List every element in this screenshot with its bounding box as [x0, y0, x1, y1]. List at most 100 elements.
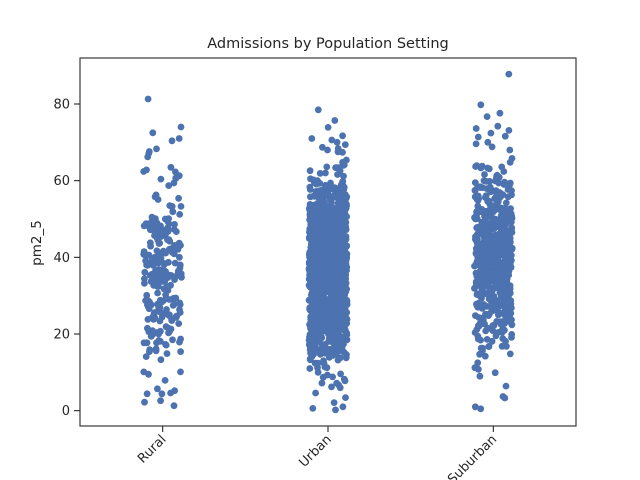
data-point — [165, 296, 173, 303]
data-point — [327, 183, 335, 191]
data-point — [170, 300, 178, 308]
data-point — [507, 218, 515, 226]
data-point — [337, 299, 345, 307]
data-point — [332, 233, 340, 241]
data-point — [174, 267, 182, 275]
data-point — [484, 198, 492, 205]
data-point — [325, 228, 332, 236]
data-point — [473, 257, 481, 265]
data-point — [155, 227, 163, 234]
data-point — [501, 132, 509, 140]
data-point — [307, 193, 314, 201]
data-point — [312, 206, 320, 214]
data-point — [316, 268, 324, 275]
data-point — [324, 371, 331, 379]
data-point — [144, 324, 151, 332]
data-point — [322, 283, 330, 290]
data-point — [167, 163, 175, 171]
data-point — [307, 247, 314, 255]
data-point — [142, 353, 150, 360]
data-point — [306, 167, 314, 175]
data-point — [149, 327, 156, 334]
data-point — [317, 192, 325, 200]
data-point — [332, 406, 339, 414]
data-point — [306, 212, 314, 220]
data-point — [161, 215, 169, 223]
data-point — [164, 274, 172, 281]
data-point — [506, 350, 514, 358]
data-point — [177, 123, 185, 131]
data-point — [177, 203, 185, 210]
data-point — [487, 129, 495, 137]
data-point — [168, 245, 176, 252]
data-point — [333, 379, 341, 387]
data-point — [479, 314, 487, 322]
data-point — [483, 185, 491, 193]
data-point — [475, 271, 482, 278]
data-point — [316, 170, 324, 177]
data-point — [169, 336, 176, 344]
data-point — [151, 232, 158, 239]
data-point — [498, 251, 506, 259]
data-point — [313, 359, 321, 367]
data-point — [476, 320, 484, 327]
data-point — [472, 250, 480, 258]
data-point — [487, 203, 495, 210]
data-point — [330, 399, 338, 406]
data-point — [143, 339, 151, 347]
y-tick-label: 40 — [53, 251, 70, 266]
data-point — [338, 248, 346, 256]
data-point — [340, 304, 348, 312]
data-point — [505, 257, 513, 265]
data-point — [318, 317, 325, 325]
data-point — [336, 384, 344, 392]
data-point — [508, 316, 515, 324]
data-point — [507, 205, 514, 213]
data-point — [157, 356, 165, 364]
data-point — [332, 246, 340, 254]
data-point — [477, 405, 485, 413]
data-point — [168, 203, 176, 210]
data-point — [472, 312, 479, 319]
data-point — [329, 373, 336, 381]
data-point — [337, 205, 345, 213]
data-point — [318, 228, 326, 236]
data-point — [154, 289, 162, 297]
data-point — [334, 171, 341, 178]
data-point — [321, 199, 328, 207]
data-point — [499, 191, 507, 199]
data-point — [474, 290, 481, 298]
data-point — [141, 268, 149, 276]
data-point — [471, 285, 478, 292]
data-point — [500, 168, 508, 175]
x-tick-label: Rural — [135, 432, 169, 466]
data-point — [339, 132, 346, 140]
data-point — [337, 370, 344, 378]
data-point — [143, 390, 151, 398]
data-point — [337, 340, 345, 348]
data-point — [149, 262, 157, 269]
data-point — [473, 301, 481, 309]
data-point — [306, 365, 314, 372]
data-point — [158, 390, 166, 398]
data-point — [330, 210, 338, 218]
data-point — [314, 106, 322, 114]
data-point — [142, 257, 150, 265]
data-point — [496, 109, 504, 117]
data-point — [145, 370, 152, 378]
data-point — [316, 180, 324, 187]
data-point — [474, 235, 481, 243]
data-point — [171, 221, 178, 228]
data-point — [324, 146, 331, 154]
data-point — [340, 183, 348, 191]
data-point — [163, 350, 171, 357]
data-point — [325, 337, 333, 345]
data-point — [172, 228, 180, 236]
data-point — [477, 224, 485, 231]
y-axis-label: pm2_5 — [29, 220, 45, 266]
data-point — [339, 148, 346, 156]
data-point — [476, 350, 483, 358]
data-point — [484, 164, 491, 172]
data-point — [306, 186, 314, 193]
data-point — [495, 241, 502, 249]
